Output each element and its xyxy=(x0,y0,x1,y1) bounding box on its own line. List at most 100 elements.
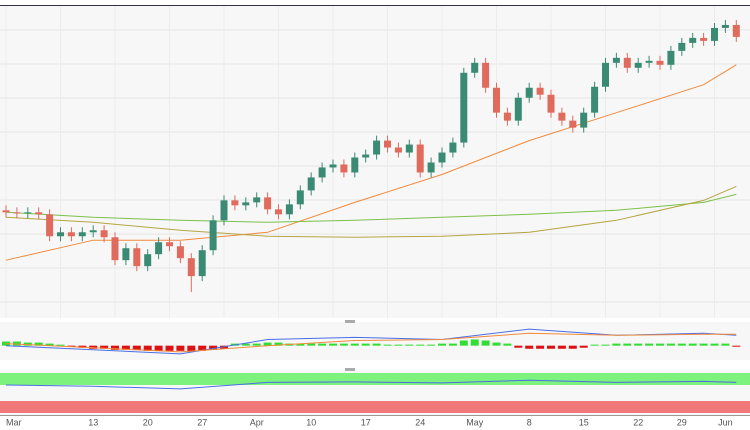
histogram-bar xyxy=(557,345,566,349)
candle-body xyxy=(57,232,64,237)
histogram-bar xyxy=(579,345,588,348)
histogram-bar xyxy=(416,344,425,346)
candle-body xyxy=(362,154,370,158)
candle-body xyxy=(525,87,533,98)
candle-body xyxy=(46,214,54,237)
candle-body xyxy=(656,60,664,65)
candle-body xyxy=(634,62,642,68)
x-tick-label: Mar xyxy=(6,417,22,427)
histogram-bar xyxy=(590,344,599,346)
candle-body xyxy=(2,210,10,213)
histogram-bar xyxy=(220,345,228,349)
candle-body xyxy=(155,242,163,255)
histogram-bar xyxy=(721,343,730,346)
x-tick-label: Jun xyxy=(718,417,733,427)
histogram-bar xyxy=(677,343,686,346)
histogram-bar xyxy=(350,343,359,346)
candle-body xyxy=(220,200,228,221)
candle-body xyxy=(471,62,479,73)
histogram-bar xyxy=(536,345,545,349)
candle-body xyxy=(209,220,217,251)
candle-body xyxy=(700,37,708,41)
candle-body xyxy=(427,162,435,173)
candle-body xyxy=(547,94,555,113)
candle-body xyxy=(602,62,609,87)
histogram-bar xyxy=(623,343,632,346)
histogram-bar xyxy=(318,343,327,346)
x-tick-label: Apr xyxy=(250,417,264,427)
histogram-bar xyxy=(568,345,577,349)
histogram-bar xyxy=(427,344,436,346)
candle-body xyxy=(285,204,293,215)
histogram-bar xyxy=(383,344,392,346)
histogram-bar xyxy=(209,345,218,350)
x-tick-label: 22 xyxy=(633,417,643,427)
histogram-bar xyxy=(198,345,207,351)
histogram-bar xyxy=(656,343,664,346)
candle-body xyxy=(373,140,381,155)
histogram-bar xyxy=(100,345,109,349)
x-tick-label: 15 xyxy=(579,417,589,427)
x-tick-label: 10 xyxy=(306,417,316,427)
candle-body xyxy=(67,232,75,237)
histogram-bar xyxy=(612,343,621,346)
candle-body xyxy=(460,72,468,143)
histogram-bar xyxy=(154,345,163,351)
candle-body xyxy=(503,112,511,121)
candle-body xyxy=(711,27,718,41)
histogram-bar xyxy=(634,343,643,346)
candle-body xyxy=(405,144,413,153)
histogram-bar xyxy=(307,343,316,346)
histogram-bar xyxy=(405,344,414,346)
candle-body xyxy=(100,230,108,238)
candle-body xyxy=(645,60,653,63)
candle-body xyxy=(612,57,620,63)
candle-body xyxy=(253,197,261,203)
candle-body xyxy=(24,212,32,214)
histogram-bar xyxy=(252,343,261,346)
rsi-oversold-band xyxy=(0,401,750,413)
candle-body xyxy=(438,152,446,163)
histogram-bar xyxy=(372,343,381,346)
x-tick-label: 20 xyxy=(143,417,153,427)
candle-body xyxy=(493,87,500,113)
rsi-overbought-band xyxy=(0,373,750,385)
histogram-bar xyxy=(121,345,130,350)
histogram-bar xyxy=(448,343,457,346)
histogram-bar xyxy=(710,343,719,346)
candle-body xyxy=(198,250,206,277)
histogram-bar xyxy=(688,343,697,346)
candle-body xyxy=(111,237,119,261)
candle-body xyxy=(35,212,43,215)
histogram-bar xyxy=(165,345,174,351)
candle-body xyxy=(558,112,566,121)
histogram-bar xyxy=(481,340,490,346)
candle-body xyxy=(89,230,97,233)
panel-handle xyxy=(345,320,355,323)
histogram-bar xyxy=(187,345,196,352)
candle-body xyxy=(275,209,282,215)
x-tick-label: 8 xyxy=(527,417,532,427)
histogram-bar xyxy=(263,342,272,346)
candle-body xyxy=(13,212,21,214)
histogram-bar xyxy=(601,344,610,346)
candle-body xyxy=(384,140,391,148)
candle-body xyxy=(176,246,184,259)
histogram-bar xyxy=(111,345,119,350)
histogram-bar xyxy=(329,343,337,346)
indicator-line xyxy=(5,332,737,353)
candle-body xyxy=(340,164,348,173)
candle-body xyxy=(351,157,359,173)
candle-body xyxy=(482,62,490,88)
indicator-line xyxy=(5,379,737,390)
histogram-bar xyxy=(666,343,675,346)
candle-body xyxy=(122,248,130,261)
candle-body xyxy=(416,144,424,173)
histogram-bar xyxy=(547,345,555,349)
candle-body xyxy=(580,112,588,128)
histogram-bar xyxy=(241,343,250,346)
candle-body xyxy=(569,120,577,128)
candle-body xyxy=(166,242,173,247)
histogram-bar xyxy=(732,345,741,347)
